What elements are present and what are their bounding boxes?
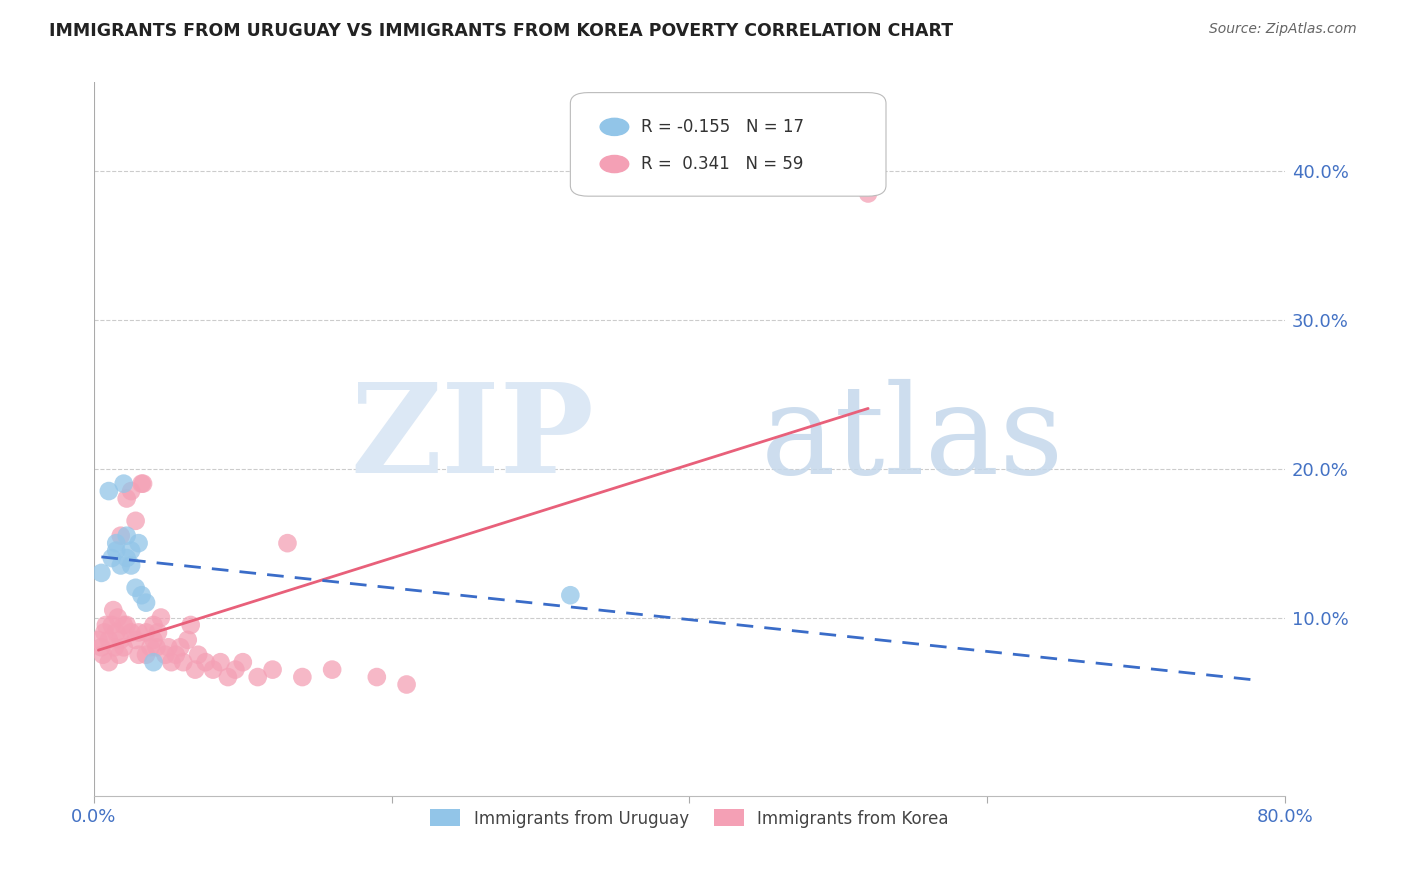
Point (169, 640, 191, 655)
Point (97, 655, 120, 669)
Point (131, 588, 153, 602)
Point (124, 632, 146, 647)
Circle shape (600, 155, 628, 172)
Point (139, 640, 162, 655)
Point (115, 529, 138, 543)
Point (856, 186, 879, 201)
Text: R = -0.155   N = 17: R = -0.155 N = 17 (641, 118, 804, 136)
Point (135, 648, 157, 662)
Point (94, 618, 117, 632)
Point (120, 543, 142, 558)
Point (115, 551, 138, 566)
Text: R =  0.341   N = 59: R = 0.341 N = 59 (641, 155, 803, 173)
Point (120, 484, 142, 499)
Point (91, 648, 114, 662)
Text: IMMIGRANTS FROM URUGUAY VS IMMIGRANTS FROM KOREA POVERTY CORRELATION CHART: IMMIGRANTS FROM URUGUAY VS IMMIGRANTS FR… (49, 22, 953, 40)
Point (135, 625, 157, 640)
Point (110, 632, 132, 647)
Point (97, 484, 120, 499)
Point (128, 648, 150, 662)
Point (120, 625, 142, 640)
Point (124, 514, 146, 528)
Point (90, 566, 112, 580)
Point (87, 632, 110, 647)
Point (142, 618, 165, 632)
Point (160, 655, 183, 669)
Point (142, 655, 165, 669)
Point (246, 670, 269, 684)
Point (101, 551, 124, 566)
Point (124, 581, 146, 595)
Point (180, 618, 202, 632)
Point (149, 610, 172, 624)
Point (112, 618, 135, 632)
Point (128, 625, 150, 640)
Point (395, 677, 418, 691)
Point (103, 603, 125, 617)
Point (187, 648, 209, 662)
Point (560, 588, 582, 602)
FancyBboxPatch shape (571, 93, 886, 196)
Point (202, 663, 225, 677)
Point (115, 491, 138, 506)
Point (132, 476, 155, 491)
Point (165, 648, 187, 662)
Point (194, 655, 217, 669)
Point (97, 632, 120, 647)
Point (142, 632, 165, 647)
Point (232, 655, 254, 669)
Point (110, 529, 132, 543)
Point (217, 670, 239, 684)
Circle shape (600, 119, 628, 136)
Point (101, 618, 124, 632)
Point (224, 663, 246, 677)
Point (262, 663, 284, 677)
Point (172, 655, 194, 669)
Point (128, 536, 150, 550)
Point (321, 663, 343, 677)
Point (105, 625, 128, 640)
Point (110, 558, 132, 573)
Point (112, 640, 135, 655)
Legend: Immigrants from Uruguay, Immigrants from Korea: Immigrants from Uruguay, Immigrants from… (423, 803, 955, 834)
Text: ZIP: ZIP (350, 378, 595, 500)
Point (104, 640, 127, 655)
Point (155, 648, 177, 662)
Point (93, 625, 115, 640)
Point (107, 610, 129, 624)
Point (157, 640, 180, 655)
Text: Source: ZipAtlas.com: Source: ZipAtlas.com (1209, 22, 1357, 37)
Point (105, 536, 128, 550)
Text: atlas: atlas (761, 378, 1064, 500)
Point (112, 476, 135, 491)
Point (291, 670, 314, 684)
Point (184, 663, 207, 677)
Point (120, 558, 142, 573)
Point (135, 596, 157, 610)
Point (105, 543, 128, 558)
Point (108, 648, 131, 662)
Point (90, 640, 112, 655)
Point (131, 476, 153, 491)
Point (276, 536, 298, 550)
Point (177, 632, 200, 647)
Point (115, 618, 138, 632)
Point (209, 655, 232, 669)
Point (145, 640, 167, 655)
Point (146, 625, 169, 640)
Point (366, 670, 388, 684)
